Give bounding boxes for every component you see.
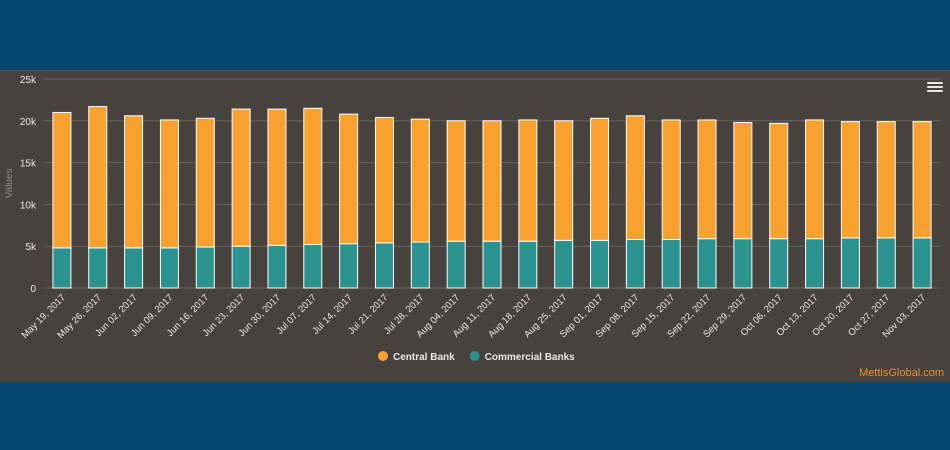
- bar-commercial-banks: [446, 240, 466, 289]
- bar-commercial-banks: [625, 239, 645, 289]
- legend-label: Central Bank: [393, 352, 455, 363]
- bar-central-bank: [518, 119, 538, 242]
- bar-central-bank: [554, 120, 574, 241]
- bar-commercial-banks: [697, 238, 717, 289]
- bar-central-bank: [482, 120, 502, 242]
- bar-commercial-banks: [267, 244, 287, 289]
- bar-central-bank: [625, 115, 645, 241]
- bar-central-bank: [195, 117, 215, 248]
- bar-commercial-banks: [159, 247, 179, 289]
- y-tick-label: 10k: [20, 200, 37, 211]
- y-tick-label: 5k: [25, 242, 37, 253]
- bar-central-bank: [52, 111, 72, 249]
- bar-central-bank: [339, 113, 359, 245]
- bar-commercial-banks: [769, 238, 789, 289]
- bar-central-bank: [805, 119, 825, 240]
- bar-commercial-banks: [482, 240, 502, 289]
- bar-central-bank: [88, 106, 108, 249]
- bar-commercial-banks: [231, 245, 251, 289]
- y-tick-label: 20k: [20, 117, 37, 128]
- bar-commercial-banks: [339, 243, 359, 289]
- bar-commercial-banks: [912, 237, 932, 289]
- y-tick-label: 0: [30, 284, 36, 295]
- bar-central-bank: [410, 118, 430, 243]
- bar-central-bank: [840, 121, 860, 239]
- bar-commercial-banks: [590, 239, 610, 289]
- bar-commercial-banks: [374, 242, 394, 289]
- bar-commercial-banks: [518, 240, 538, 289]
- bar-central-bank: [303, 107, 323, 246]
- chart-panel: 0 5k 10k 15k 20k 25k Values May 19, 2017 May 26,…: [0, 70, 950, 382]
- bar-central-bank: [446, 120, 466, 242]
- legend-label: Commercial Banks: [485, 352, 575, 363]
- bar-commercial-banks: [840, 237, 860, 289]
- bar-commercial-banks: [52, 247, 72, 289]
- bar-central-bank: [876, 121, 896, 239]
- bar-central-bank: [267, 108, 287, 246]
- bar-commercial-banks: [661, 239, 681, 289]
- bar-central-bank: [590, 117, 610, 241]
- bar-central-bank: [124, 115, 144, 249]
- bar-central-bank: [374, 116, 394, 244]
- bar-central-bank: [661, 119, 681, 241]
- bar-commercial-banks: [805, 238, 825, 289]
- bar-commercial-banks: [876, 237, 896, 289]
- bar-central-bank: [733, 121, 753, 240]
- legend-marker: [378, 351, 388, 361]
- bar-commercial-banks: [554, 239, 574, 289]
- bar-central-bank: [769, 122, 789, 240]
- bar-commercial-banks: [733, 238, 753, 289]
- bar-commercial-banks: [124, 247, 144, 289]
- bar-central-bank: [912, 121, 932, 239]
- y-tick-label: 15k: [20, 159, 37, 170]
- legend-marker: [469, 351, 480, 361]
- y-axis-label: Values: [4, 169, 15, 199]
- bar-commercial-banks: [410, 241, 430, 289]
- bar-central-bank: [697, 119, 717, 240]
- bar-central-bank: [159, 119, 179, 249]
- bar-commercial-banks: [195, 246, 215, 289]
- bar-central-bank: [231, 108, 251, 247]
- bar-commercial-banks: [88, 247, 108, 289]
- menu-icon[interactable]: [927, 80, 943, 94]
- bar-commercial-banks: [303, 244, 323, 289]
- watermark: MettisGlobal.com: [859, 367, 944, 379]
- y-tick-label: 25k: [20, 75, 37, 86]
